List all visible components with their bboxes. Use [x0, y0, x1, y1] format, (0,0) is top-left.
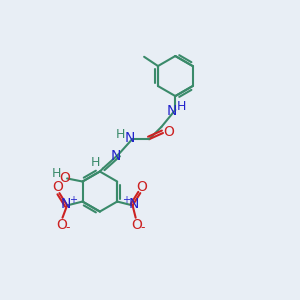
Text: H: H [91, 156, 100, 169]
Text: H: H [52, 167, 61, 180]
Text: O: O [56, 218, 67, 232]
Text: N: N [60, 197, 71, 211]
Text: N: N [129, 197, 139, 211]
Text: O: O [59, 172, 70, 185]
Text: +: + [69, 195, 77, 205]
Text: O: O [52, 180, 63, 194]
Text: N: N [111, 149, 121, 163]
Text: +: + [122, 195, 130, 205]
Text: O: O [163, 125, 174, 139]
Text: -: - [66, 221, 70, 234]
Text: N: N [125, 130, 135, 145]
Text: H: H [116, 128, 125, 141]
Text: O: O [131, 218, 142, 232]
Text: N: N [166, 104, 177, 118]
Text: H: H [177, 100, 186, 112]
Text: O: O [136, 180, 147, 194]
Text: -: - [140, 221, 145, 234]
